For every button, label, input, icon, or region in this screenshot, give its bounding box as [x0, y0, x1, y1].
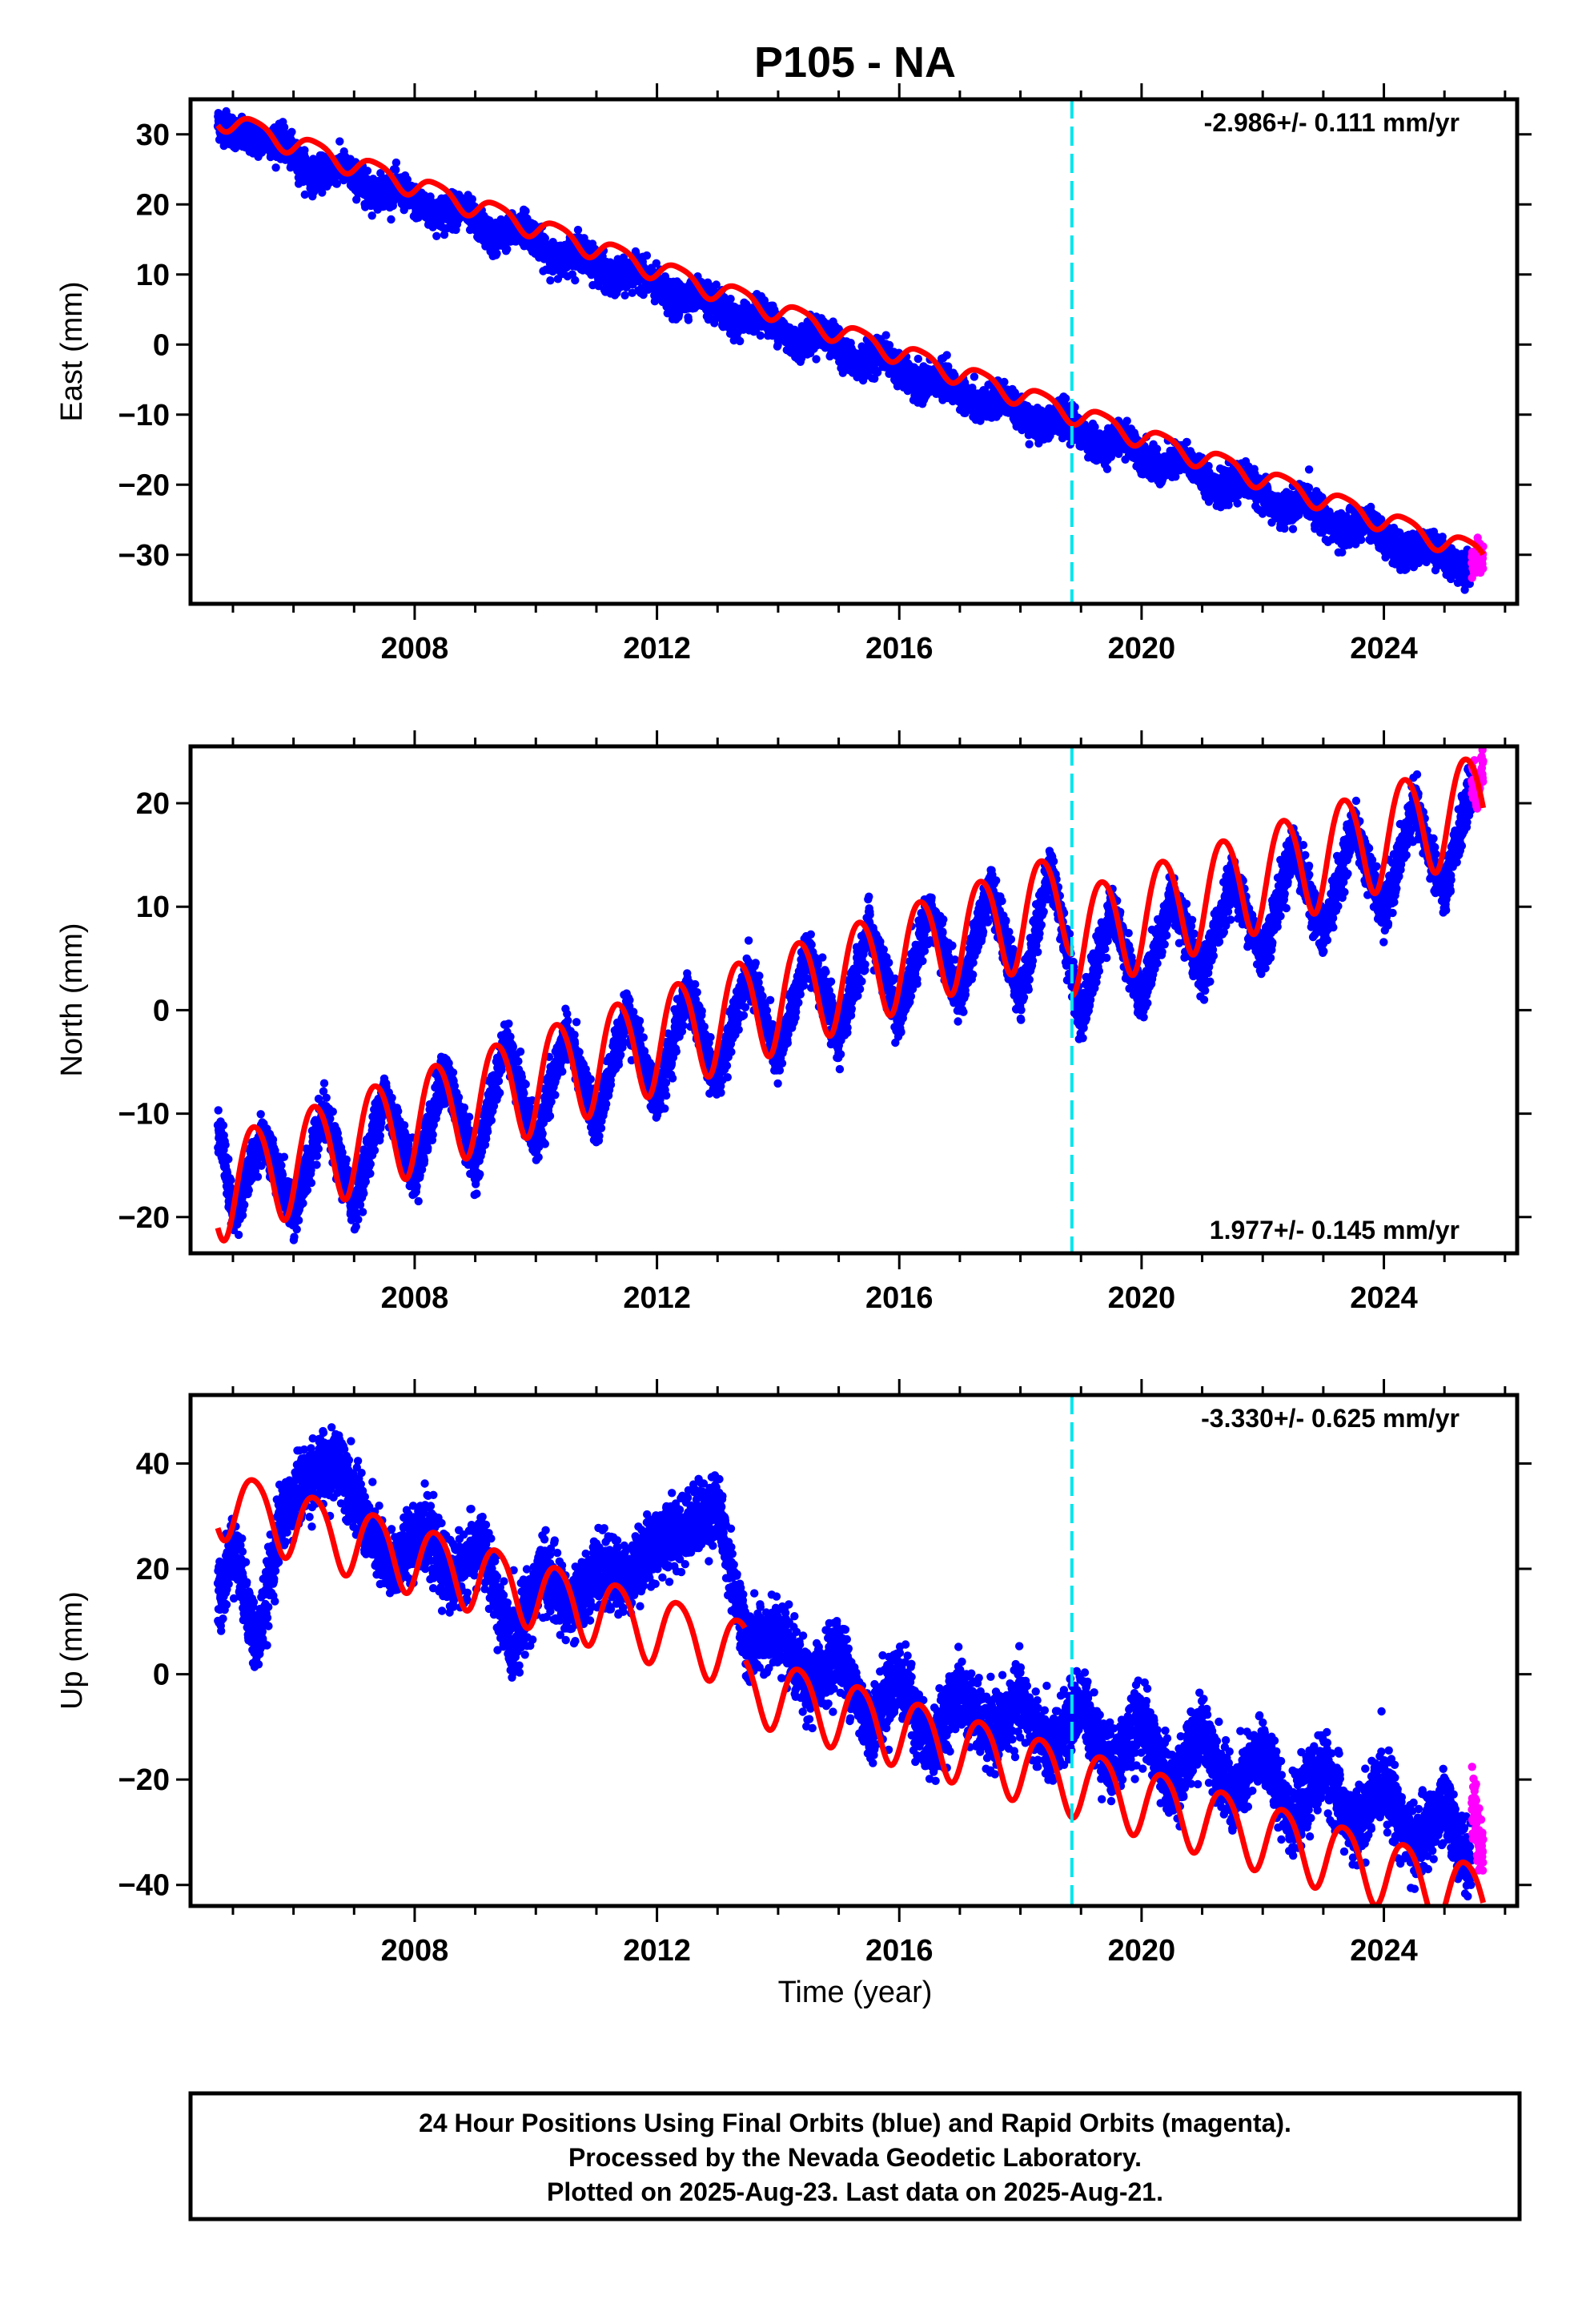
east-final-point	[335, 137, 344, 146]
east-final-point	[503, 245, 512, 254]
east-final-point	[1000, 377, 1009, 387]
east-final-point	[881, 331, 890, 340]
east-final-point	[546, 276, 555, 285]
east-final-orbit-points	[213, 107, 1476, 594]
east-final-point	[812, 355, 821, 364]
east-final-point	[391, 165, 400, 175]
east-final-point	[287, 127, 296, 136]
figure-title: P105 - NA	[754, 38, 956, 86]
east-final-point	[1025, 440, 1034, 448]
east-final-point	[756, 331, 765, 340]
east-final-point	[492, 249, 501, 258]
east-final-point	[391, 158, 401, 167]
east-final-point	[913, 354, 923, 364]
east-final-point	[942, 351, 951, 360]
east-final-point	[970, 372, 979, 381]
east-final-point	[642, 251, 652, 260]
east-final-point	[620, 291, 629, 300]
east-final-point	[300, 146, 309, 155]
east-final-point	[387, 215, 396, 224]
east-final-point	[521, 207, 530, 215]
east-final-point	[468, 195, 476, 203]
east-final-point	[736, 336, 745, 346]
east-final-point	[726, 295, 735, 304]
east-final-point	[279, 123, 289, 132]
east-final-point	[271, 163, 280, 172]
east-final-point	[300, 190, 309, 199]
east-final-point	[571, 275, 580, 285]
east-final-point	[684, 316, 693, 324]
east-final-point	[432, 231, 441, 240]
east-final-point	[363, 167, 372, 175]
